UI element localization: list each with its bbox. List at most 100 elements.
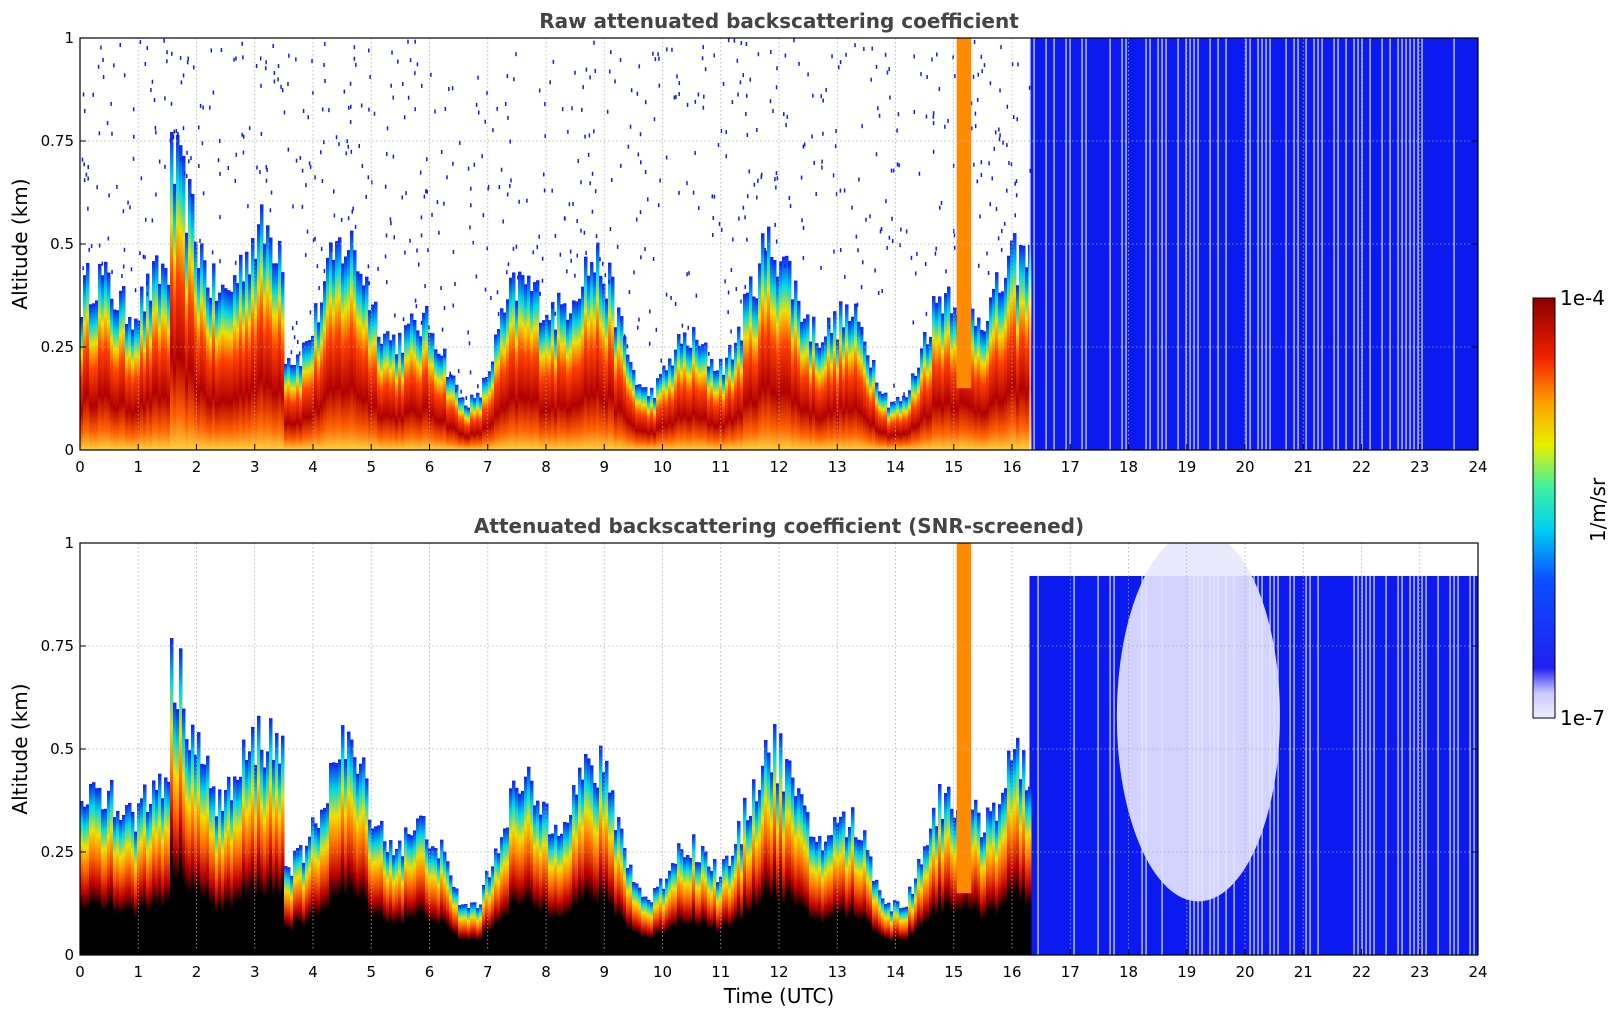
profile-column [1025, 267, 1029, 450]
profile-column [272, 263, 276, 450]
noise-speck [878, 113, 881, 118]
noise-speck [518, 199, 520, 204]
noise-speck [515, 244, 518, 249]
noise-speck [265, 165, 268, 170]
noise-speck [899, 243, 901, 248]
profile-column [449, 875, 453, 955]
x-tick-label: 24 [1468, 963, 1487, 981]
noise-speck [793, 38, 795, 43]
noise-speck [420, 320, 423, 325]
profile-column [215, 300, 219, 450]
profile-column [383, 333, 387, 450]
noise-speck [477, 75, 479, 80]
noise-speck [401, 195, 404, 200]
profile-column [389, 840, 393, 955]
profile-column [185, 739, 189, 955]
profile-column [407, 834, 411, 955]
profile-column [500, 308, 504, 450]
noise-speck [659, 178, 661, 183]
profile-column [848, 321, 852, 450]
colorbar-max-label: 1e-4 [1560, 286, 1605, 310]
profile-column [950, 808, 954, 955]
noise-speck [570, 258, 572, 263]
noise-speck [875, 152, 878, 157]
profile-column [248, 274, 252, 450]
noise-speck [611, 177, 613, 182]
noise-speck [737, 92, 739, 97]
profile-column [719, 358, 723, 450]
noise-speck [212, 90, 215, 95]
noise-speck [822, 131, 824, 136]
noise-speck [665, 292, 668, 297]
profile-column [308, 340, 312, 450]
noise-speck [875, 64, 878, 69]
profile-column [224, 288, 228, 450]
noise-speck [610, 50, 612, 55]
profile-column [671, 863, 675, 955]
noise-speck [801, 218, 803, 223]
noise-speck [496, 106, 498, 111]
noise-speck [681, 323, 684, 328]
noise-streak [1185, 38, 1187, 450]
profile-column [995, 820, 999, 955]
noise-speck [694, 99, 697, 104]
noise-speck [142, 254, 145, 259]
noise-speck [173, 129, 176, 134]
profile-column [470, 394, 474, 450]
noise-streak [1453, 38, 1455, 450]
noise-speck [392, 154, 395, 159]
profile-column [629, 864, 633, 955]
noise-speck [402, 81, 404, 86]
profile-column [257, 715, 261, 955]
noise-speck [544, 102, 546, 107]
noise-speck [802, 225, 805, 230]
profile-column [440, 355, 444, 450]
noise-speck [515, 52, 517, 57]
noise-speck [744, 284, 746, 289]
profile-column [668, 870, 672, 955]
x-tick-label: 23 [1410, 458, 1429, 476]
profile-column [173, 183, 177, 450]
profile-column [953, 307, 957, 450]
profile-column [767, 226, 771, 450]
noise-speck [673, 95, 676, 100]
noise-streak [1417, 575, 1419, 955]
noise-speck [877, 106, 879, 111]
profile-column [860, 840, 864, 955]
profile-column [230, 800, 234, 955]
profile-column [371, 828, 375, 955]
noise-speck [900, 227, 902, 232]
noise-speck [952, 163, 955, 168]
profile-column [812, 316, 816, 450]
noise-speck [482, 213, 485, 218]
profile-column [533, 805, 537, 955]
profile-column [734, 844, 738, 955]
profile-column [827, 835, 831, 955]
noise-speck [583, 230, 586, 235]
noise-speck [457, 369, 460, 374]
noise-speck [393, 235, 395, 240]
noise-speck [749, 77, 751, 82]
noise-streak [1073, 575, 1075, 955]
noise-speck [756, 128, 758, 133]
noise-speck [355, 62, 357, 67]
profile-column [146, 273, 150, 450]
profile-column [209, 788, 213, 955]
noise-speck [639, 210, 642, 215]
profile-column [266, 225, 270, 450]
noise-streak [1405, 38, 1407, 450]
noise-streak [1193, 38, 1195, 450]
profile-column [83, 275, 87, 450]
x-tick-label: 19 [1177, 458, 1196, 476]
profile-column [485, 377, 489, 450]
noise-speck [1000, 45, 1002, 50]
profile-column [881, 393, 885, 450]
noise-speck [349, 120, 352, 125]
profile-column [674, 349, 678, 450]
noise-speck [407, 39, 409, 44]
profile-column [761, 765, 765, 955]
profile-column [410, 313, 414, 450]
noise-speck [890, 168, 893, 173]
profile-column [758, 789, 762, 955]
profile-column [524, 776, 528, 955]
